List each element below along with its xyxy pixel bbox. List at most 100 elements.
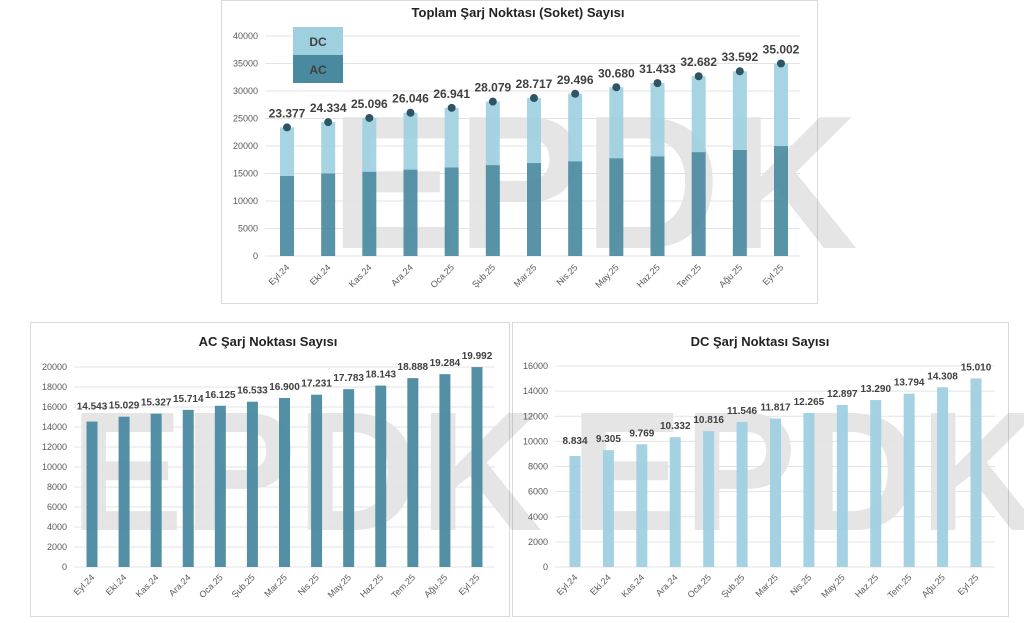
y-tick-label: 12000 xyxy=(42,442,67,452)
x-tick-label: May.25 xyxy=(326,572,353,599)
bar-dc xyxy=(650,83,665,157)
y-tick-label: 40000 xyxy=(233,31,258,41)
total-label: 24.334 xyxy=(310,101,347,115)
epdk-watermark-logo: EPDK xyxy=(70,377,542,567)
y-tick-label: 0 xyxy=(253,251,258,261)
bar xyxy=(279,398,290,567)
bar xyxy=(311,394,323,567)
x-tick-label: Tem.25 xyxy=(886,572,914,600)
total-dot xyxy=(735,67,744,76)
bar xyxy=(343,389,355,567)
value-label: 10.816 xyxy=(693,415,724,426)
y-tick-label: 5000 xyxy=(238,224,258,234)
bar xyxy=(903,393,915,567)
bar-dc xyxy=(568,93,583,162)
dc-chart-panel xyxy=(512,322,1009,617)
x-tick-label: Eki.24 xyxy=(588,572,613,597)
value-label: 17.783 xyxy=(333,373,364,384)
total-label: 33.592 xyxy=(721,50,758,64)
y-tick-label: 16000 xyxy=(42,402,67,412)
y-tick-label: 12000 xyxy=(523,411,548,421)
x-tick-label: Eki.24 xyxy=(104,572,129,597)
x-tick-label: Ara.24 xyxy=(654,572,680,598)
y-tick-label: 20000 xyxy=(42,362,67,372)
y-tick-label: 6000 xyxy=(47,502,67,512)
y-tick-label: 2000 xyxy=(47,542,67,552)
total-label: 35.002 xyxy=(763,42,800,56)
bar xyxy=(602,450,614,567)
legend-swatch-ac xyxy=(293,55,343,83)
bar xyxy=(803,412,815,567)
total-label: 31.433 xyxy=(639,62,676,76)
value-label: 15.010 xyxy=(961,362,992,373)
ac-chart-panel xyxy=(30,322,510,617)
legend-label-dc: DC xyxy=(309,35,327,49)
x-tick-label: Eyl.24 xyxy=(267,262,292,287)
bar-ac xyxy=(362,171,377,256)
x-tick-label: Oca.25 xyxy=(197,572,225,600)
bar xyxy=(246,401,258,567)
x-tick-label: Haz.25 xyxy=(853,572,880,599)
value-label: 15.714 xyxy=(173,394,204,405)
x-tick-label: Eyl.25 xyxy=(457,572,482,597)
y-tick-label: 30000 xyxy=(233,86,258,96)
bar-ac xyxy=(650,156,665,256)
value-label: 16.900 xyxy=(269,382,300,393)
bar-dc xyxy=(527,98,541,164)
x-tick-label: Eyl.24 xyxy=(72,572,97,597)
total-dot xyxy=(530,94,538,103)
value-label: 12.265 xyxy=(794,397,825,408)
bar-ac xyxy=(403,169,418,256)
total-label: 28.079 xyxy=(474,81,511,95)
value-label: 15.029 xyxy=(109,401,140,412)
bar-dc xyxy=(362,117,377,172)
y-tick-label: 2000 xyxy=(528,537,548,547)
y-tick-label: 0 xyxy=(62,562,67,572)
total-dot xyxy=(653,79,662,88)
value-label: 8.834 xyxy=(562,436,587,447)
bar-ac xyxy=(444,167,459,256)
bar xyxy=(118,416,130,567)
bar-dc xyxy=(485,101,500,166)
bar-ac xyxy=(732,149,747,256)
bar-ac xyxy=(321,173,336,256)
y-tick-label: 0 xyxy=(543,562,548,572)
value-label: 11.546 xyxy=(727,406,757,417)
bar-ac xyxy=(568,161,583,256)
bar-ac xyxy=(485,165,500,256)
bar-ac xyxy=(774,146,788,256)
bar xyxy=(937,387,949,567)
value-label: 14.308 xyxy=(927,371,958,382)
total-dot xyxy=(571,89,580,98)
bar-ac xyxy=(280,176,294,256)
bar xyxy=(407,378,419,567)
value-label: 12.897 xyxy=(827,389,858,400)
bar xyxy=(736,421,748,567)
total-label: 28.717 xyxy=(516,77,553,91)
x-tick-label: Mar.25 xyxy=(262,572,289,599)
bar xyxy=(569,456,581,567)
y-tick-label: 15000 xyxy=(233,169,258,179)
y-tick-label: 35000 xyxy=(233,59,258,69)
chart-0: EPDK Toplam Şarj Noktası (Soket) Sayısı 0 5… xyxy=(233,5,858,290)
x-tick-label: Şub.25 xyxy=(719,572,746,599)
x-tick-label: Ara.24 xyxy=(167,572,193,598)
y-tick-label: 6000 xyxy=(528,487,548,497)
y-tick-label: 8000 xyxy=(47,482,67,492)
bar xyxy=(86,421,98,567)
bar xyxy=(669,437,681,567)
bar-ac xyxy=(527,163,541,256)
x-tick-label: Mar.25 xyxy=(753,572,780,599)
x-tick-label: Tem.25 xyxy=(389,572,417,600)
chart-title: AC Şarj Noktası Sayısı xyxy=(199,334,338,349)
total-dot xyxy=(324,118,333,127)
chart-title: DC Şarj Noktası Sayısı xyxy=(691,334,830,349)
total-label: 25.096 xyxy=(351,97,388,111)
x-tick-label: Kas.24 xyxy=(619,572,646,599)
y-tick-label: 18000 xyxy=(42,382,67,392)
bar-dc xyxy=(444,107,459,168)
total-dot xyxy=(283,123,291,132)
x-tick-label: Nis.25 xyxy=(296,572,321,597)
